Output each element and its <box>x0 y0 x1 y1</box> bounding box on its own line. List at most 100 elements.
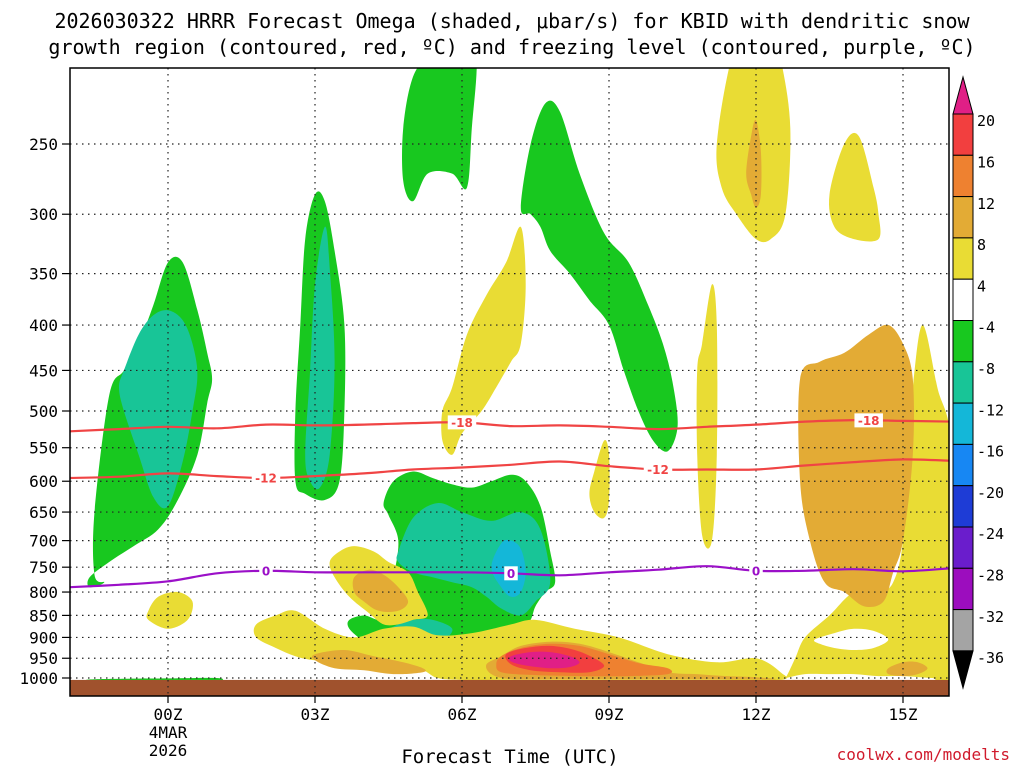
colorbar-segment-10 <box>952 526 974 569</box>
colorbar-label-8: 8 <box>977 236 986 254</box>
omega-region-28 <box>746 119 762 208</box>
colorbar-segment-7 <box>952 402 974 445</box>
y-tick-label-900: 900 <box>29 628 58 647</box>
x-tick-label-12Z: 12Z <box>742 705 771 724</box>
colorbar-label--28: -28 <box>977 566 1004 584</box>
x-tick-label-00Z: 00Z <box>154 705 183 724</box>
colorbar-label-4: 4 <box>977 277 986 295</box>
omega-region-13 <box>696 284 718 549</box>
omega-region-5 <box>520 100 678 452</box>
y-tick-label-800: 800 <box>29 583 58 602</box>
omega-region-4 <box>402 68 477 202</box>
credit-text: coolwx.com/modelts <box>837 745 1010 764</box>
colorbar-segment-12 <box>952 609 974 652</box>
omega-region-11 <box>441 226 526 455</box>
contour-label-bg-3 <box>749 563 763 578</box>
colorbar-legend: 20 16 12 8 4 -4 -8 -12 -16 -20 -24 -28 -32 -36 <box>952 75 1004 690</box>
colorbar-segment-2 <box>952 196 974 239</box>
contour-label-bg-0 <box>447 415 477 430</box>
x-tick-label-09Z: 09Z <box>595 705 624 724</box>
colorbar-segment-11 <box>952 567 974 611</box>
omega-region-18 <box>352 569 409 612</box>
dotted-gridlines <box>70 68 949 696</box>
y-tick-label-400: 400 <box>29 316 58 335</box>
contour-label-6: 0 <box>507 567 515 581</box>
omega-region-3 <box>305 226 335 490</box>
omega-region-27 <box>886 661 928 677</box>
omega-region-12 <box>589 439 610 519</box>
x-tick-label-03Z: 03Z <box>301 705 330 724</box>
x-date-label-2026: 2026 <box>149 741 188 760</box>
contour-label-2: 0 <box>262 564 270 578</box>
y-tick-label-700: 700 <box>29 532 58 551</box>
colorbar-label--16: -16 <box>977 443 1004 461</box>
y-tick-label-450: 450 <box>29 361 58 380</box>
omega-region-22 <box>311 649 426 675</box>
x-tick-label-06Z: 06Z <box>448 705 477 724</box>
contour-label-5: -12 <box>647 463 669 477</box>
x-date-label-4MAR: 4MAR <box>149 723 188 742</box>
omega-hole-0 <box>814 628 889 650</box>
colorbar-segment-6 <box>952 361 974 404</box>
y-tick-label-350: 350 <box>29 265 58 284</box>
contour-label-0: -18 <box>451 416 473 430</box>
contour-label-bg-6 <box>504 566 518 581</box>
omega-region-19 <box>780 325 949 695</box>
colorbar-segment-8 <box>952 443 974 487</box>
colorbar-segment-0 <box>952 113 974 156</box>
colorbar-label-12: 12 <box>977 195 995 213</box>
colorbar-label--4: -4 <box>977 319 995 337</box>
x-axis-label: Forecast Time (UTC) <box>401 746 618 768</box>
y-tick-label-750: 750 <box>29 558 58 577</box>
colorbar-label-16: 16 <box>977 153 995 171</box>
contour-label-bg-1 <box>251 471 281 486</box>
y-tick-label-300: 300 <box>29 205 58 224</box>
contour-label-bg-5 <box>643 462 673 477</box>
omega-region-1 <box>119 310 198 509</box>
plot-frame <box>69 67 950 697</box>
colorbar-segment-4 <box>952 278 974 322</box>
y-tick-label-650: 650 <box>29 503 58 522</box>
contour-label-bg-4 <box>854 413 883 428</box>
y-tick-label-500: 500 <box>29 402 58 421</box>
terrain-ground <box>70 679 949 696</box>
y-axis: 250 300 350 400 450 500 550 600 650 700 750 800 850 9… <box>19 135 70 688</box>
x-tick-label-15Z: 15Z <box>889 705 918 724</box>
colorbar-label--36: -36 <box>977 649 1004 667</box>
y-tick-label-850: 850 <box>29 606 58 625</box>
colorbar-segment-5 <box>952 320 974 363</box>
contour-label-bg-2 <box>259 563 273 578</box>
colorbar-segment-3 <box>952 237 974 280</box>
omega-region-15 <box>828 132 881 242</box>
contour-label-3: 0 <box>752 564 760 578</box>
contour-labels-layer: -18 -12 0 0 -18 -12 0 <box>251 413 883 581</box>
omega-shading-layer <box>85 68 949 695</box>
y-tick-label-550: 550 <box>29 439 58 458</box>
colorbar-label--24: -24 <box>977 525 1004 543</box>
chart-title-line-2: growth region (contoured, red, ºC) and f… <box>48 35 975 59</box>
terrain-layer <box>70 679 949 696</box>
colorbar-label--12: -12 <box>977 401 1004 419</box>
y-tick-label-250: 250 <box>29 135 58 154</box>
colorbar-label--8: -8 <box>977 360 995 378</box>
omega-region-20 <box>798 324 914 607</box>
contour-label-1: -12 <box>255 472 277 486</box>
colorbar-segment-1 <box>952 154 974 198</box>
colorbar-bottom-arrow <box>952 650 974 690</box>
y-tick-label-600: 600 <box>29 472 58 491</box>
y-tick-label-950: 950 <box>29 649 58 668</box>
contour-line-temp-0 <box>70 418 949 433</box>
colorbar-label--20: -20 <box>977 484 1004 502</box>
omega-region-26 <box>508 651 580 669</box>
omega-region-16 <box>146 591 194 629</box>
y-tick-label-1000: 1000 <box>19 669 58 688</box>
contour-line-temp-1 <box>70 458 949 480</box>
chart-title-line-1: 2026030322 HRRR Forecast Omega (shaded, … <box>54 9 970 33</box>
colorbar-top-arrow <box>952 75 974 115</box>
colorbar-label-20: 20 <box>977 112 995 130</box>
colorbar-segment-9 <box>952 485 974 528</box>
colorbar-label--32: -32 <box>977 608 1004 626</box>
contour-label-4: -18 <box>858 414 880 428</box>
